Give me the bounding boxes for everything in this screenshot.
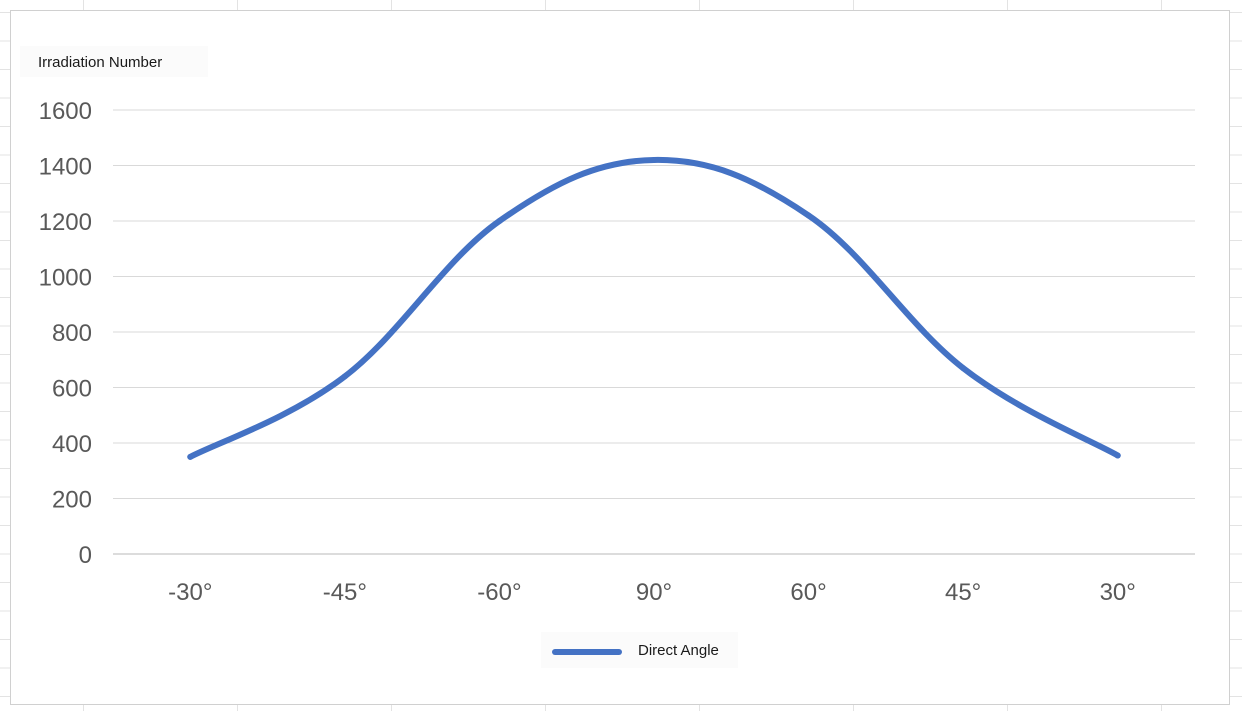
y-tick-label: 0 bbox=[79, 542, 92, 569]
y-tick-label: 1400 bbox=[39, 154, 92, 181]
data-point[interactable] bbox=[651, 156, 657, 163]
series-line-direct-angle[interactable] bbox=[187, 156, 1121, 460]
gridlines bbox=[113, 109, 1195, 555]
chart-area[interactable] bbox=[10, 10, 1230, 705]
data-point[interactable] bbox=[187, 453, 194, 460]
x-tick-label: 90° bbox=[636, 579, 672, 606]
y-tick-label: 200 bbox=[52, 487, 92, 514]
legend-label-direct-angle: Direct Angle bbox=[638, 642, 719, 659]
x-tick-label: 45° bbox=[945, 579, 981, 606]
x-tick-label: -30° bbox=[168, 579, 212, 606]
y-tick-label: 1000 bbox=[39, 265, 92, 292]
y-axis-title: Irradiation Number bbox=[20, 46, 208, 77]
y-tick-label: 800 bbox=[52, 320, 92, 347]
series-layer bbox=[187, 156, 1121, 460]
y-tick-label: 1200 bbox=[39, 209, 92, 236]
y-tick-label: 400 bbox=[52, 431, 92, 458]
data-point[interactable] bbox=[1114, 452, 1121, 459]
x-tick-label: 60° bbox=[790, 579, 826, 606]
data-point[interactable] bbox=[960, 365, 967, 372]
data-point[interactable] bbox=[496, 218, 503, 224]
legend[interactable]: Direct Angle bbox=[541, 632, 738, 668]
x-tick-label: -45° bbox=[323, 579, 367, 606]
y-tick-label: 600 bbox=[52, 376, 92, 403]
data-point[interactable] bbox=[341, 373, 348, 380]
x-axis-ticks: -30° -45° -60° 90° 60° 45° 30° bbox=[168, 579, 1136, 606]
x-tick-label: -60° bbox=[477, 579, 521, 606]
x-tick-label: 30° bbox=[1100, 579, 1136, 606]
legend-swatch-direct-angle bbox=[552, 649, 622, 655]
data-point[interactable] bbox=[805, 212, 812, 219]
y-tick-label: 1600 bbox=[39, 98, 92, 125]
y-axis-ticks: 0 200 400 600 800 1000 1200 1400 1600 bbox=[39, 98, 92, 569]
